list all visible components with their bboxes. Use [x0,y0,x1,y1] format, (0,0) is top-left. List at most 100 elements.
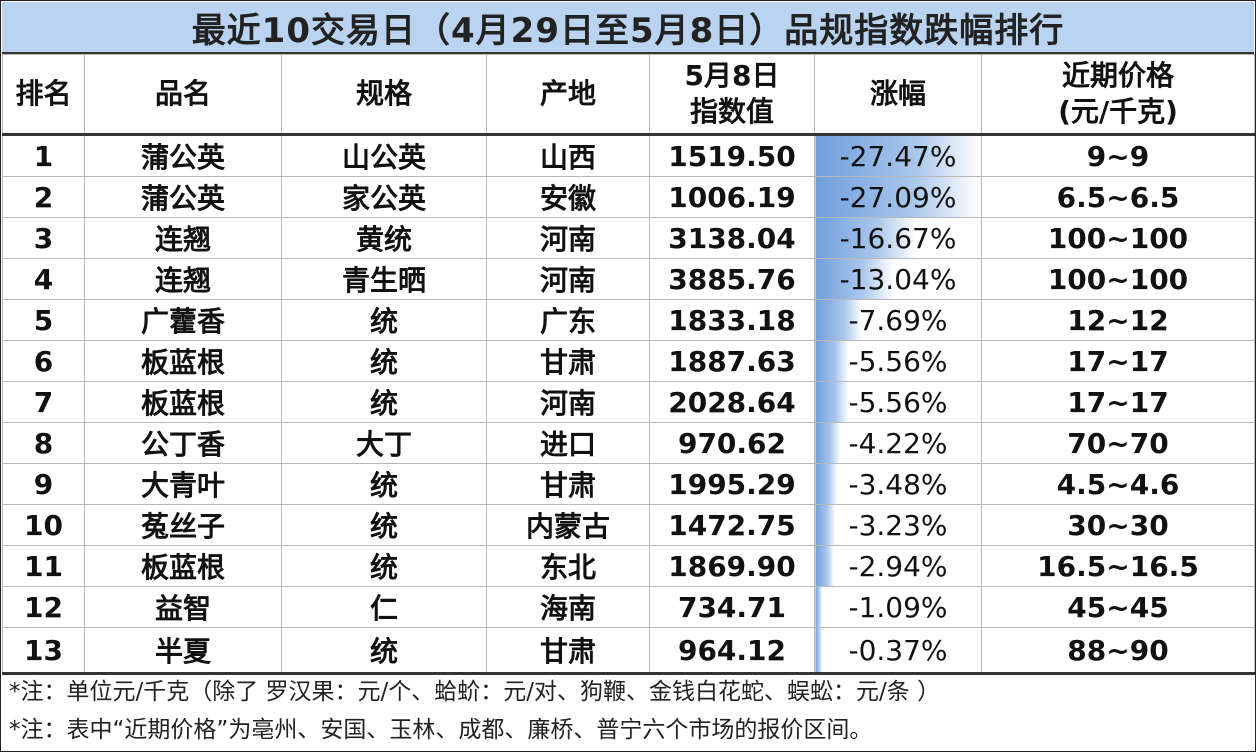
cell-origin: 安徽 [486,176,650,218]
cell-name: 板蓝根 [84,340,282,382]
cell-spec: 统 [281,627,487,675]
table-row: 3 连翘 黄统 河南 3138.04 -16.67% 100~100 [2,217,1255,259]
cell-origin: 甘肃 [486,340,650,382]
header-spec: 规格 [281,54,487,136]
cell-origin: 河南 [486,258,650,300]
cell-name: 蒲公英 [84,176,282,218]
header-index-line2: 指数值 [689,95,774,128]
cell-index: 964.12 [649,627,815,675]
note-line-2: *注：表中“近期价格”为亳州、安国、玉林、成都、廉桥、普宁六个市场的报价区间。 [9,717,873,743]
cell-spec: 山公英 [281,134,487,177]
cell-index: 1995.29 [649,463,815,505]
cell-rank: 10 [2,504,85,546]
cell-rank: 3 [2,217,85,259]
cell-change: -3.23% [814,504,982,546]
cell-name: 广藿香 [84,299,282,341]
cell-change: -3.48% [814,463,982,505]
cell-index: 3885.76 [649,258,815,300]
header-row: 排名 品名 规格 产地 5月8日 指数值 涨幅 近期价格 (元/千克) [2,54,1255,136]
table-body: 1 蒲公英 山公英 山西 1519.50 -27.47% 9~9 2 蒲公英 家公英 安徽 1006.… [2,134,1255,675]
cell-spec: 统 [281,340,487,382]
cell-rank: 11 [2,545,85,587]
header-price: 近期价格 (元/千克) [981,54,1255,136]
cell-index: 2028.64 [649,381,815,423]
note-line-1: *注：单位元/千克（除了 罗汉果：元/个、蛤蚧：元/对、狗鞭、金钱白花蛇、蜈蚣：… [9,679,941,705]
cell-origin: 东北 [486,545,650,587]
cell-price: 17~17 [981,340,1255,382]
cell-origin: 甘肃 [486,463,650,505]
cell-price: 70~70 [981,422,1255,464]
cell-rank: 4 [2,258,85,300]
cell-index: 734.71 [649,586,815,628]
cell-price: 100~100 [981,217,1255,259]
cell-name: 蒲公英 [84,134,282,177]
cell-origin: 海南 [486,586,650,628]
ranking-table: 排名 品名 规格 产地 5月8日 指数值 涨幅 近期价格 (元/千克) 1 蒲公英… [2,54,1255,675]
cell-price: 9~9 [981,134,1255,177]
cell-rank: 2 [2,176,85,218]
header-price-line1: 近期价格 [1061,59,1174,92]
table-row: 2 蒲公英 家公英 安徽 1006.19 -27.09% 6.5~6.5 [2,176,1255,218]
cell-origin: 甘肃 [486,627,650,675]
cell-index: 1869.90 [649,545,815,587]
cell-spec: 统 [281,545,487,587]
cell-change: -5.56% [814,381,982,423]
header-index: 5月8日 指数值 [649,54,815,136]
cell-price: 12~12 [981,299,1255,341]
table-row: 13 半夏统甘肃 964.12 -0.37% 88~90 [2,627,1255,675]
cell-rank: 12 [2,586,85,628]
cell-change: -27.09% [814,176,982,218]
cell-name: 公丁香 [84,422,282,464]
cell-price: 6.5~6.5 [981,176,1255,218]
cell-price: 100~100 [981,258,1255,300]
cell-spec: 统 [281,381,487,423]
cell-price: 16.5~16.5 [981,545,1255,587]
cell-origin: 内蒙古 [486,504,650,546]
cell-spec: 黄统 [281,217,487,259]
cell-price: 30~30 [981,504,1255,546]
cell-name: 连翘 [84,258,282,300]
table-row: 8 公丁香 大丁 进口 970.62 -4.22% 70~70 [2,422,1255,464]
cell-spec: 家公英 [281,176,487,218]
cell-price: 45~45 [981,586,1255,628]
table-row: 11 板蓝根统东北 1869.90 -2.94% 16.5~16.5 [2,545,1255,587]
cell-rank: 13 [2,627,85,675]
table-row: 9 大青叶统甘肃 1995.29 -3.48% 4.5~4.6 [2,463,1255,505]
cell-change: -5.56% [814,340,982,382]
cell-change: -16.67% [814,217,982,259]
cell-change: -2.94% [814,545,982,587]
cell-name: 大青叶 [84,463,282,505]
cell-spec: 统 [281,299,487,341]
cell-spec: 统 [281,463,487,505]
cell-price: 4.5~4.6 [981,463,1255,505]
cell-index: 1006.19 [649,176,815,218]
cell-rank: 8 [2,422,85,464]
cell-name: 益智 [84,586,282,628]
cell-index: 1833.18 [649,299,815,341]
cell-name: 板蓝根 [84,381,282,423]
cell-origin: 山西 [486,134,650,177]
cell-change: -4.22% [814,422,982,464]
cell-name: 板蓝根 [84,545,282,587]
table-row: 4 连翘 青生晒 河南 3885.76 -13.04% 100~100 [2,258,1255,300]
cell-price: 88~90 [981,627,1255,675]
cell-spec: 统 [281,504,487,546]
cell-origin: 河南 [486,381,650,423]
cell-rank: 9 [2,463,85,505]
cell-name: 连翘 [84,217,282,259]
cell-origin: 进口 [486,422,650,464]
header-index-line1: 5月8日 [684,59,780,92]
cell-index: 1887.63 [649,340,815,382]
cell-spec: 仁 [281,586,487,628]
cell-change: -7.69% [814,299,982,341]
cell-index: 1472.75 [649,504,815,546]
cell-name: 半夏 [84,627,282,675]
cell-name: 菟丝子 [84,504,282,546]
cell-index: 970.62 [649,422,815,464]
cell-price: 17~17 [981,381,1255,423]
header-origin: 产地 [486,54,650,136]
cell-index: 1519.50 [649,134,815,177]
cell-spec: 大丁 [281,422,487,464]
cell-change: -13.04% [814,258,982,300]
cell-change: -27.47% [814,134,982,177]
